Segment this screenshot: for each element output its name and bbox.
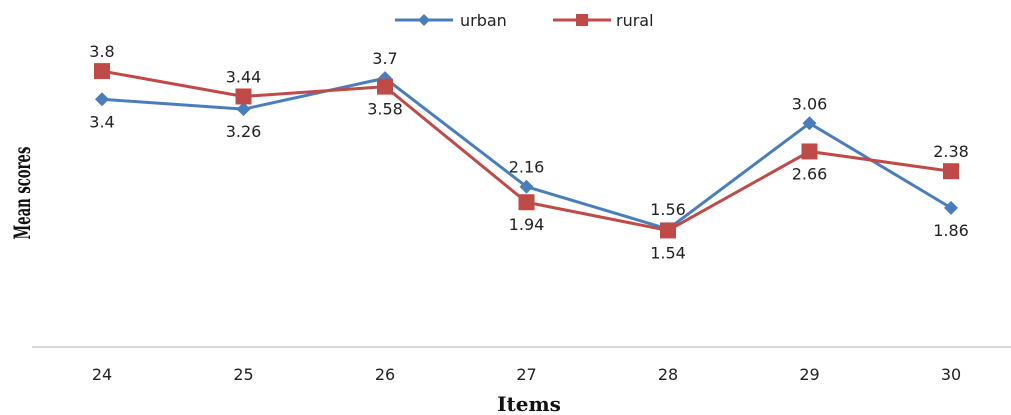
urban-point [95, 92, 109, 107]
urban-data-label: 1.56 [650, 200, 686, 219]
rural-data-label: 1.54 [650, 243, 686, 262]
legend-item-urban: urban [395, 11, 507, 30]
rural-point [660, 222, 676, 239]
legend-label-urban: urban [460, 11, 507, 30]
rural-point [377, 78, 393, 95]
rural-data-label: 2.38 [933, 142, 969, 161]
rural-point [518, 194, 535, 211]
x-tick-label: 28 [658, 365, 678, 384]
legend: urban rural [395, 11, 654, 30]
legend-item-rural: rural [553, 11, 654, 30]
rural-point [94, 63, 110, 80]
rural-data-label: 2.66 [792, 164, 828, 183]
series-layer [94, 63, 959, 239]
urban-data-label: 3.7 [372, 49, 397, 68]
x-tick-label: 24 [92, 365, 112, 384]
urban-data-label: 3.06 [792, 94, 828, 113]
x-tick-label: 27 [516, 365, 536, 384]
x-tick-label: 30 [941, 365, 961, 384]
data-labels: 3.4 3.8 3.26 3.44 3.7 3.58 2.16 1.94 1.56 1.54 3.0… [89, 42, 969, 262]
x-tick-label: 29 [799, 365, 819, 384]
urban-data-label: 1.86 [933, 221, 969, 240]
rural-point [801, 143, 818, 160]
y-axis-title: Mean scores [11, 147, 36, 240]
urban-data-label: 3.26 [226, 122, 262, 141]
urban-data-label: 2.16 [509, 158, 545, 177]
x-tick-label: 25 [233, 365, 253, 384]
rural-data-label: 3.8 [89, 42, 114, 61]
rural-data-label: 3.58 [367, 100, 403, 119]
rural-legend-marker [576, 14, 588, 26]
rural-data-label: 3.44 [226, 67, 262, 86]
urban-data-label: 3.4 [89, 112, 114, 131]
series-rural [94, 63, 959, 239]
rural-point [235, 88, 252, 105]
urban-point [236, 102, 251, 117]
rural-point [943, 163, 959, 180]
rural-data-label: 1.94 [509, 215, 545, 234]
urban-legend-marker [418, 14, 430, 26]
legend-label-rural: rural [616, 11, 654, 30]
x-tick-label: 26 [375, 365, 395, 384]
urban-point [519, 179, 534, 194]
x-axis-title: Items [497, 392, 561, 415]
urban-point [944, 200, 958, 215]
urban-point [802, 116, 817, 131]
x-tick-labels: 24 25 26 27 28 29 30 [92, 365, 961, 384]
